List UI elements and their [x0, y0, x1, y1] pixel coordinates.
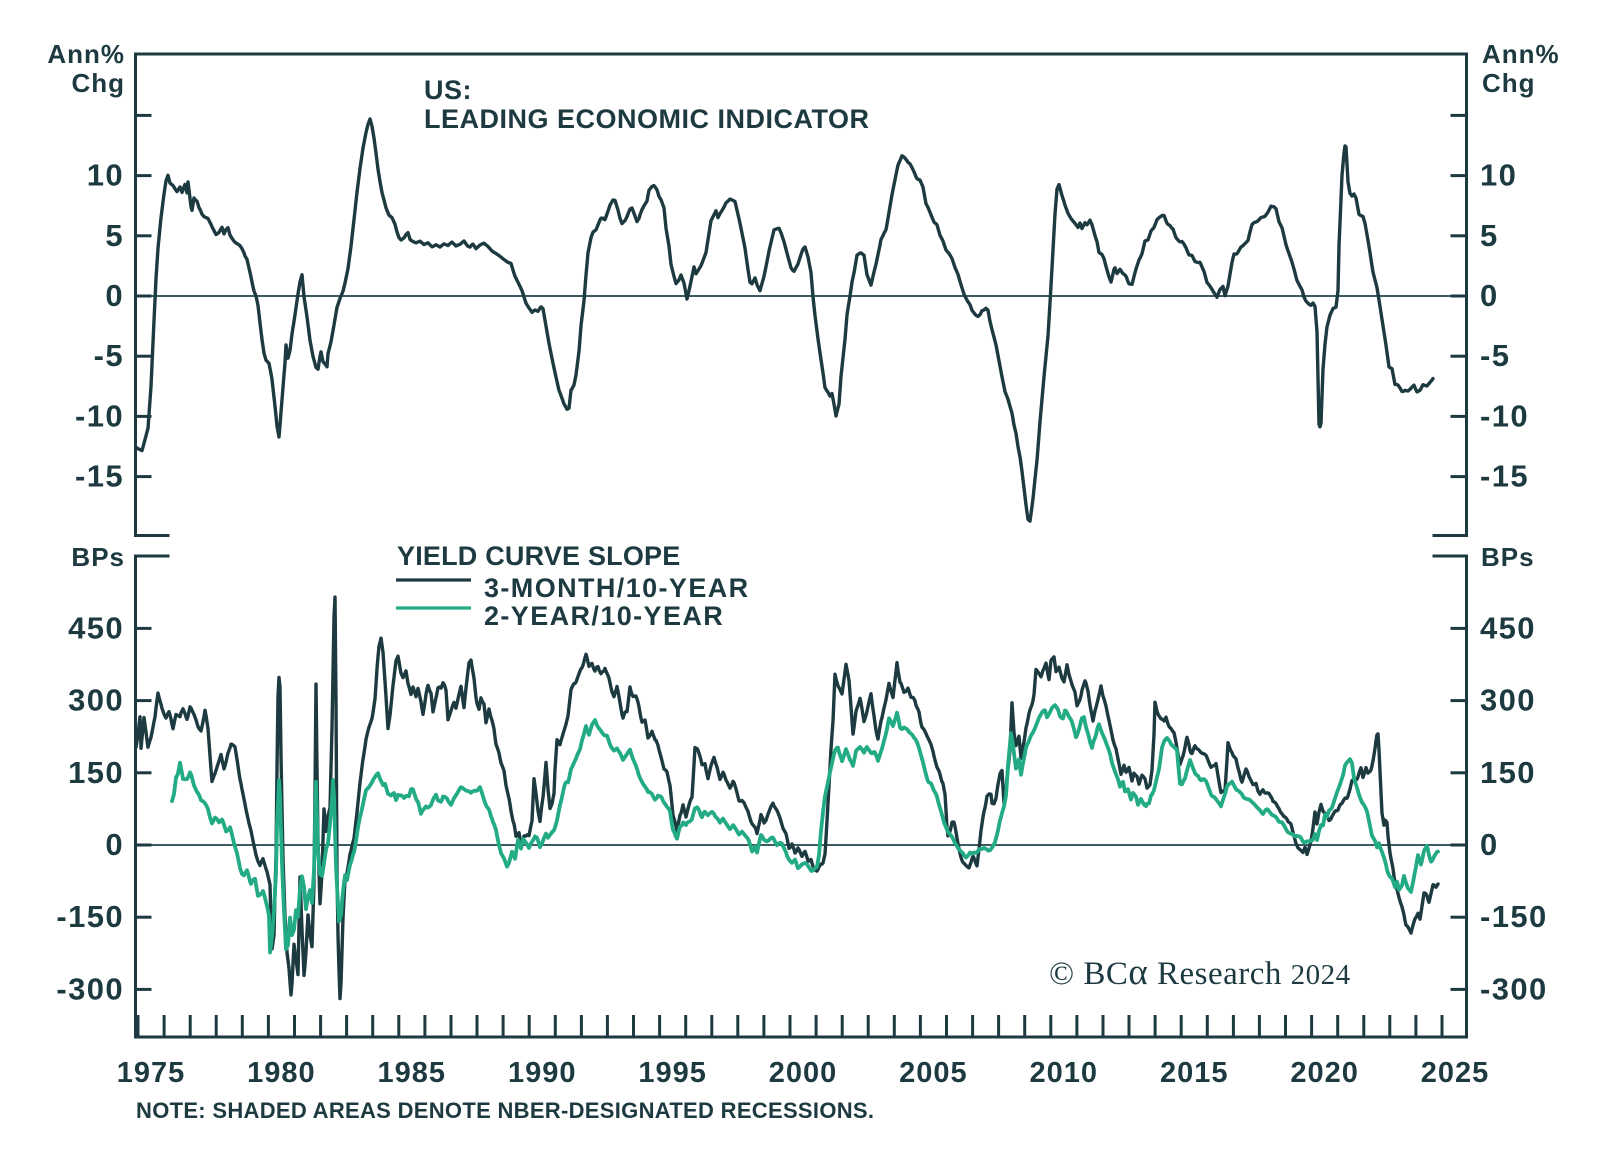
svg-text:450: 450	[1480, 610, 1536, 645]
svg-text:-10: -10	[75, 398, 124, 433]
svg-text:-10: -10	[1480, 398, 1529, 433]
svg-text:5: 5	[105, 218, 124, 253]
svg-text:1980: 1980	[247, 1057, 316, 1089]
svg-text:300: 300	[68, 683, 124, 718]
svg-text:0: 0	[1480, 278, 1499, 313]
svg-text:150: 150	[68, 755, 124, 790]
svg-text:1995: 1995	[638, 1057, 707, 1089]
svg-text:2005: 2005	[899, 1057, 968, 1089]
svg-text:-150: -150	[1480, 899, 1548, 934]
svg-text:0: 0	[105, 827, 124, 862]
svg-text:2015: 2015	[1160, 1057, 1229, 1089]
svg-text:300: 300	[1480, 683, 1536, 718]
svg-text:1975: 1975	[117, 1057, 186, 1089]
svg-text:450: 450	[68, 610, 124, 645]
svg-text:Ann%: Ann%	[1482, 39, 1560, 69]
svg-text:LEADING ECONOMIC INDICATOR: LEADING ECONOMIC INDICATOR	[424, 104, 870, 134]
svg-text:YIELD CURVE SLOPE: YIELD CURVE SLOPE	[397, 541, 680, 571]
svg-text:0: 0	[1480, 827, 1499, 862]
svg-text:Chg: Chg	[1482, 68, 1536, 98]
svg-text:2-YEAR/10-YEAR: 2-YEAR/10-YEAR	[484, 601, 724, 631]
svg-text:-300: -300	[56, 971, 124, 1006]
svg-text:-15: -15	[75, 459, 124, 494]
svg-text:NOTE: SHADED AREAS DENOTE NBER: NOTE: SHADED AREAS DENOTE NBER-DESIGNATE…	[136, 1098, 874, 1123]
svg-text:150: 150	[1480, 755, 1536, 790]
svg-text:Chg: Chg	[71, 68, 125, 98]
svg-text:0: 0	[105, 278, 124, 313]
svg-text:© BCα Research 2024: © BCα Research 2024	[1049, 952, 1351, 993]
svg-text:BPs: BPs	[1481, 542, 1535, 572]
svg-text:-5: -5	[94, 338, 124, 373]
svg-text:2025: 2025	[1421, 1057, 1490, 1089]
svg-text:10: 10	[1480, 158, 1517, 193]
svg-text:2000: 2000	[769, 1057, 838, 1089]
svg-text:1985: 1985	[378, 1057, 447, 1089]
svg-text:-5: -5	[1480, 338, 1510, 373]
svg-text:BPs: BPs	[71, 542, 125, 572]
svg-text:2010: 2010	[1030, 1057, 1099, 1089]
svg-text:Ann%: Ann%	[47, 39, 125, 69]
svg-text:2020: 2020	[1290, 1057, 1359, 1089]
svg-text:-300: -300	[1480, 971, 1548, 1006]
svg-text:5: 5	[1480, 218, 1499, 253]
svg-text:US:: US:	[424, 75, 472, 105]
svg-text:-150: -150	[56, 899, 124, 934]
svg-text:3-MONTH/10-YEAR: 3-MONTH/10-YEAR	[484, 573, 750, 603]
svg-text:10: 10	[87, 158, 124, 193]
svg-text:-15: -15	[1480, 459, 1529, 494]
svg-text:1990: 1990	[508, 1057, 577, 1089]
